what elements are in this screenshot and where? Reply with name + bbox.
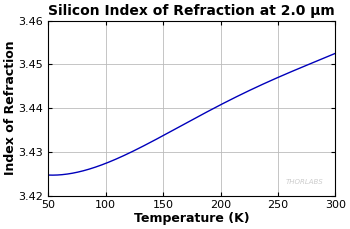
Text: THORLABS: THORLABS <box>286 179 324 185</box>
Y-axis label: Index of Refraction: Index of Refraction <box>4 41 17 175</box>
Title: Silicon Index of Refraction at 2.0 μm: Silicon Index of Refraction at 2.0 μm <box>48 4 335 18</box>
X-axis label: Temperature (K): Temperature (K) <box>134 212 250 225</box>
